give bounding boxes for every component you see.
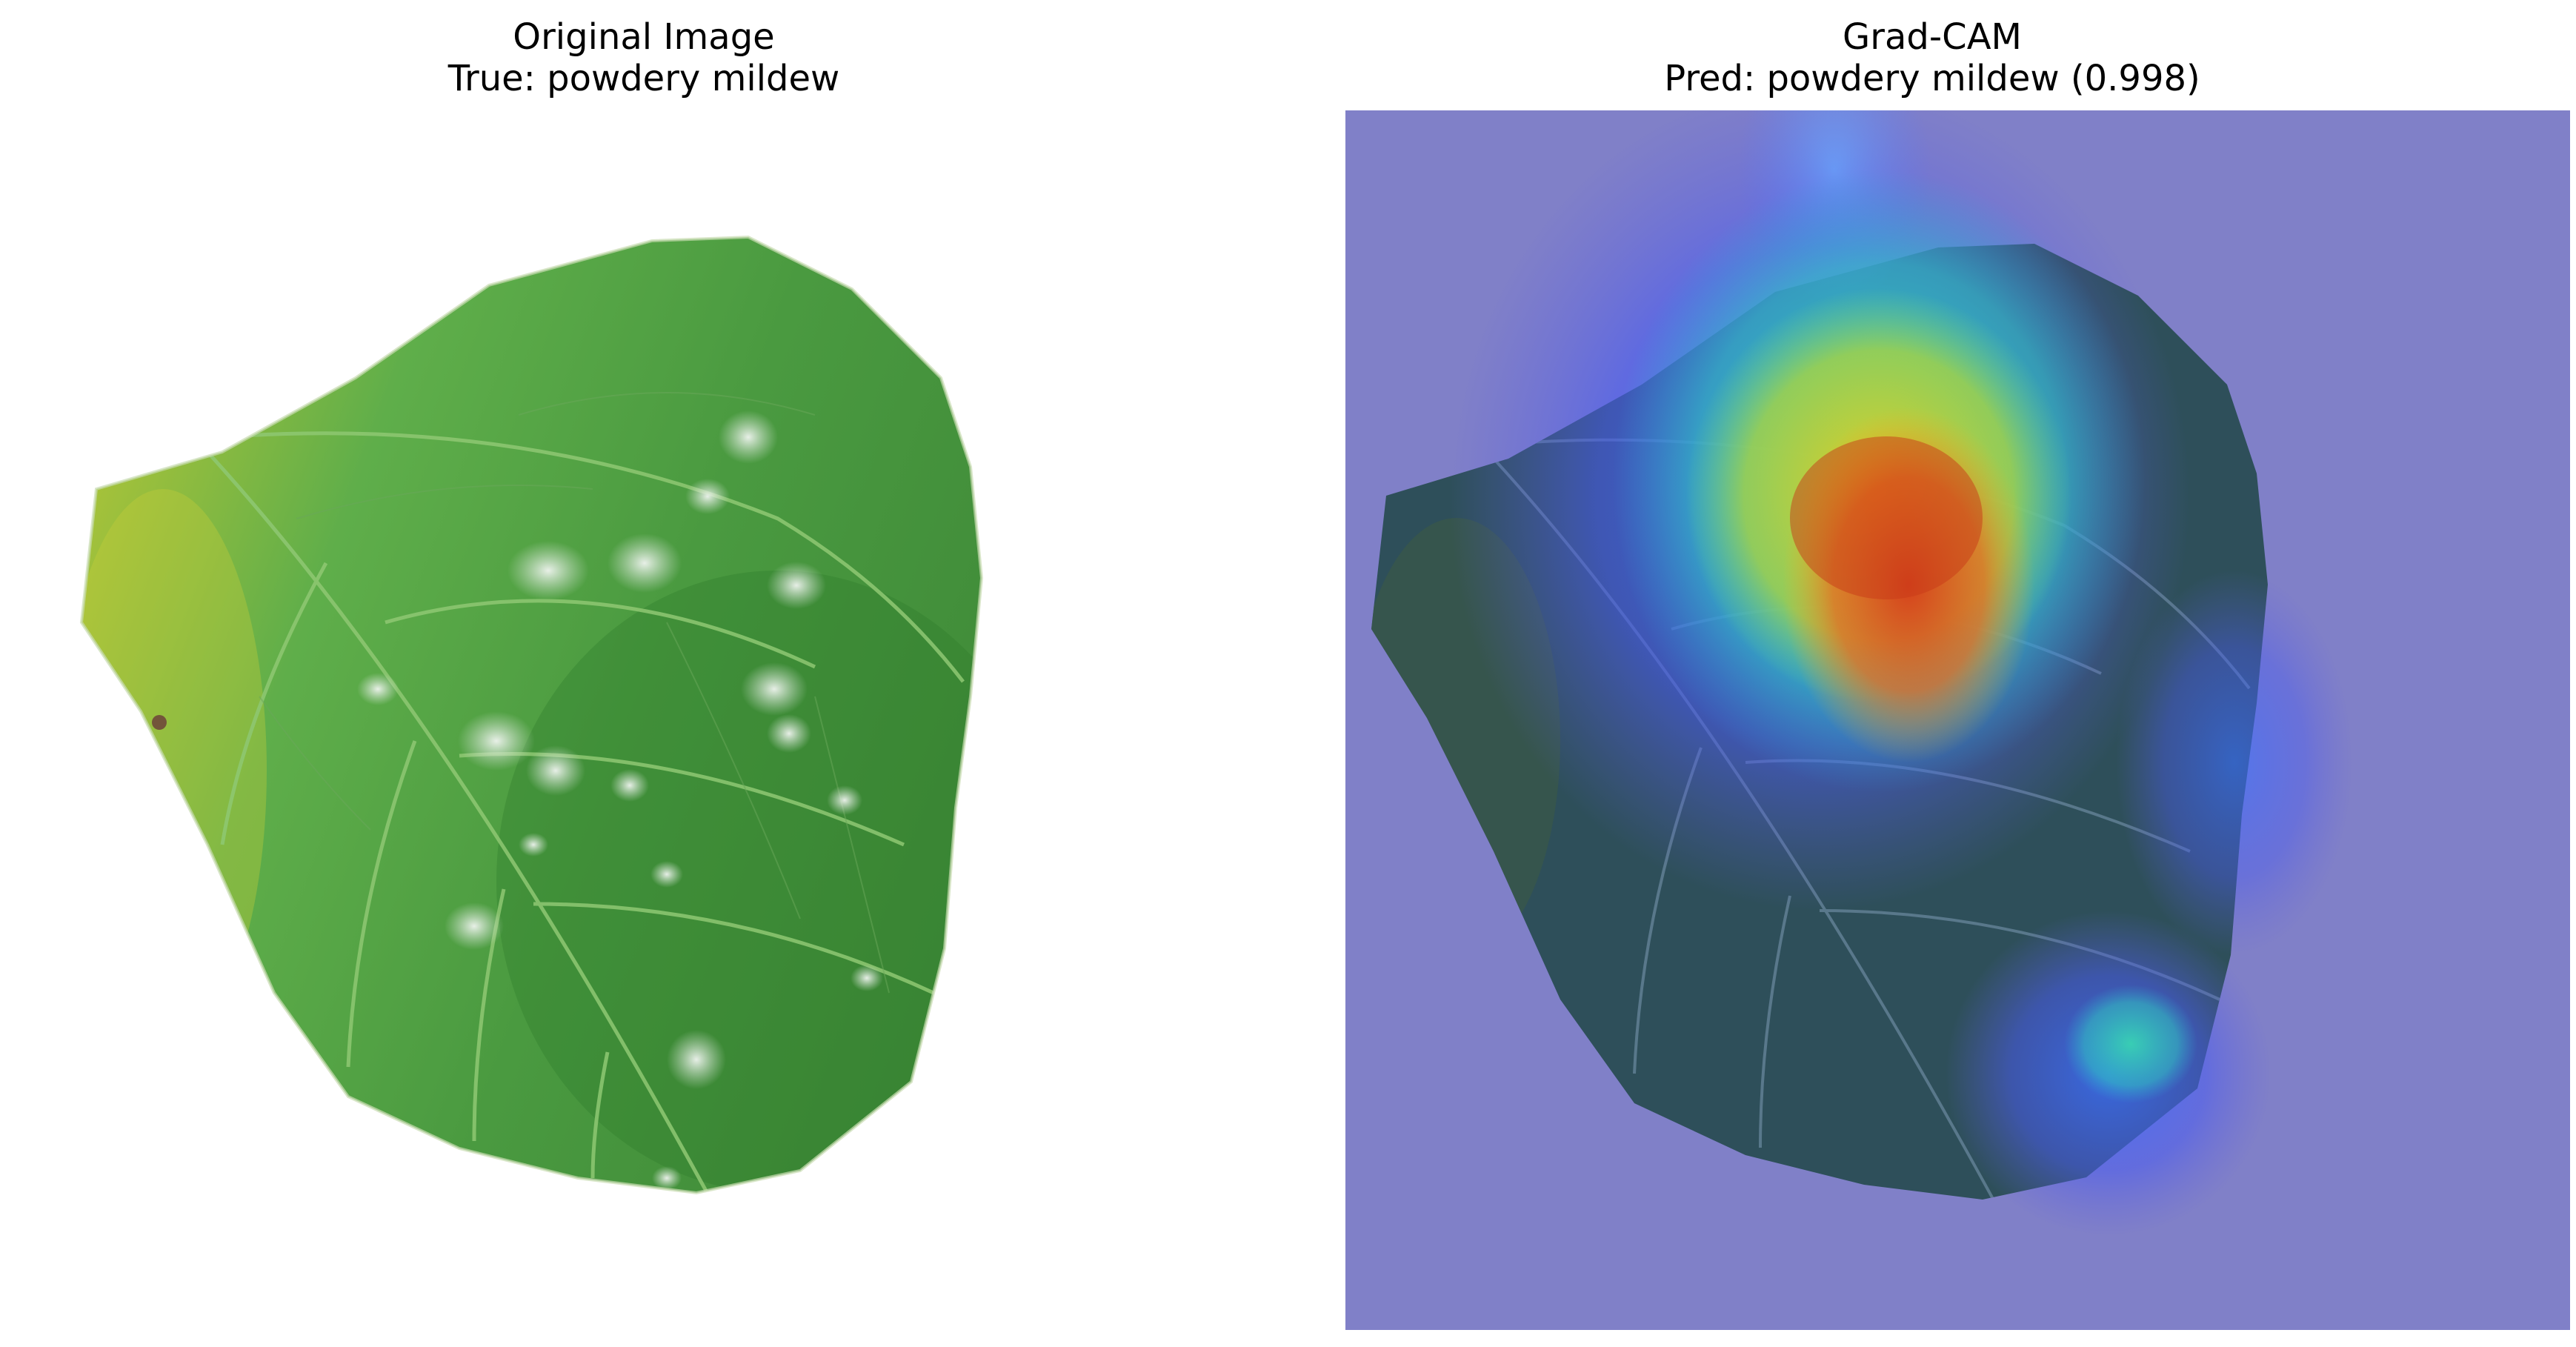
heatmap-overlay bbox=[1449, 110, 2353, 1237]
original-image-heading: Original Image bbox=[513, 16, 775, 58]
prediction-label: Pred: powdery mildew (0.998) bbox=[1664, 58, 2200, 99]
gradcam-panel: Grad-CAM Pred: powdery mildew (0.998) bbox=[1288, 0, 2576, 1347]
heatmap-graphic bbox=[1345, 110, 2570, 1330]
true-label: True: powdery mildew bbox=[447, 58, 840, 99]
leaf-graphic bbox=[79, 235, 984, 1195]
gradcam-heading: Grad-CAM bbox=[1843, 16, 2022, 58]
original-image-title: Original Image True: powdery mildew bbox=[0, 16, 1288, 99]
original-leaf-image bbox=[0, 104, 1288, 1334]
gradcam-heatmap-image bbox=[1345, 110, 2570, 1330]
gradcam-title: Grad-CAM Pred: powdery mildew (0.998) bbox=[1288, 16, 2576, 99]
original-image-panel: Original Image True: powdery mildew bbox=[0, 16, 1288, 1334]
leaf-shape bbox=[81, 237, 982, 1193]
